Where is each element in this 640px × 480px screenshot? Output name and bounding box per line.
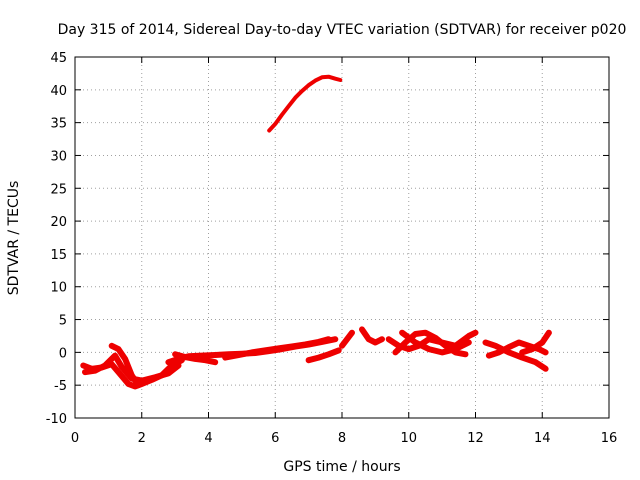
series-track-b — [82, 352, 182, 384]
series-track-e — [172, 351, 219, 366]
series-track-n — [485, 339, 549, 359]
chart-title: Day 315 of 2014, Sidereal Day-to-day VTE… — [58, 22, 627, 38]
x-tick-label: 14 — [534, 431, 551, 446]
y-tick-label: 15 — [50, 248, 67, 263]
y-tick-label: 30 — [50, 149, 67, 164]
series-track-m — [482, 339, 549, 372]
x-tick-label: 12 — [467, 431, 484, 446]
x-tick-label: 4 — [204, 431, 212, 446]
series-track-o — [519, 329, 552, 356]
y-tick-label: 5 — [59, 314, 67, 329]
y-tick-label: 10 — [50, 281, 67, 296]
y-tick-label: 0 — [59, 346, 67, 361]
x-axis-title: GPS time / hours — [283, 459, 400, 475]
y-tick-label: 45 — [50, 51, 67, 66]
x-tick-label: 8 — [338, 431, 346, 446]
series-track-g — [305, 347, 342, 364]
series-track-l — [399, 329, 472, 356]
y-tick-label: 40 — [50, 84, 67, 99]
series-track-c — [108, 342, 142, 389]
x-tick-label: 16 — [601, 431, 618, 446]
x-tick-label: 0 — [71, 431, 79, 446]
data-series — [80, 74, 552, 390]
y-tick-label: 20 — [50, 215, 67, 230]
series-track-f — [222, 336, 332, 361]
y-tick-label: 35 — [50, 117, 67, 132]
axis-ticks: 0 2 4 6 8 10 12 14 16 -10 -5 0 5 10 15 20 25 30 35 40 45 — [46, 51, 618, 446]
series-track-i — [359, 326, 385, 346]
series-track-h — [339, 329, 355, 349]
x-tick-label: 10 — [400, 431, 417, 446]
x-tick-label: 6 — [271, 431, 279, 446]
grid — [75, 57, 609, 418]
x-tick-label: 2 — [138, 431, 146, 446]
y-axis-title: SDTVAR / TECUs — [6, 181, 22, 296]
y-tick-label: -5 — [54, 379, 67, 394]
y-tick-label: 25 — [50, 182, 67, 197]
y-tick-label: -10 — [46, 412, 67, 427]
series-track-p — [267, 74, 343, 133]
